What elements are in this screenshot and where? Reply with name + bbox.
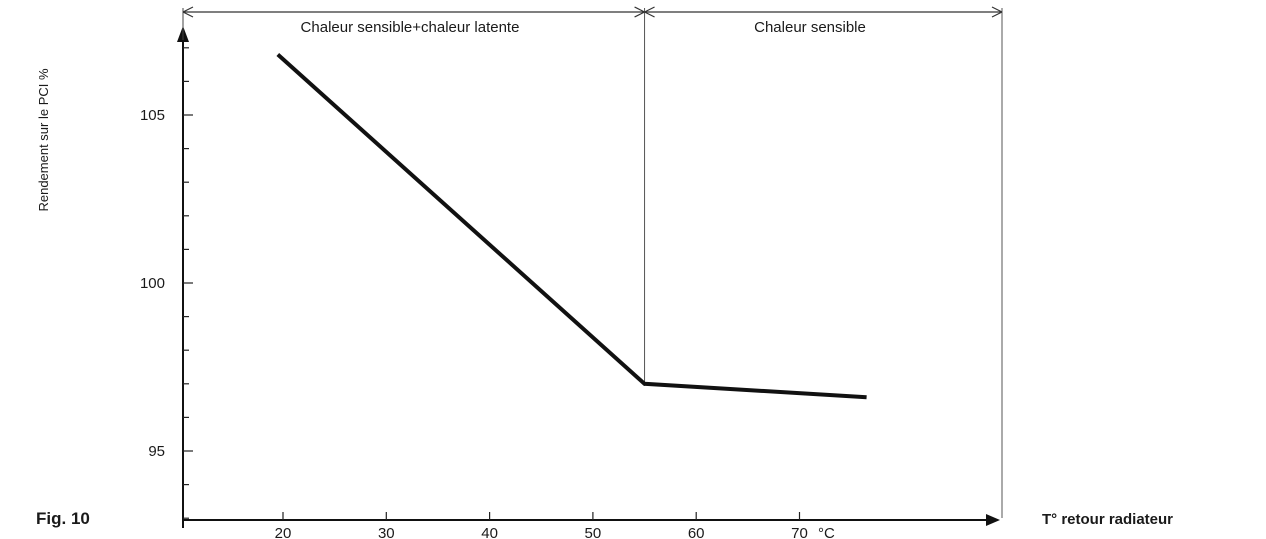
region-label: Chaleur sensible+chaleur latente [301,19,520,36]
region-arrowhead [182,6,194,18]
figure-label: Fig. 10 [36,509,90,528]
efficiency-line [276,53,867,400]
chart-axes [177,26,1000,528]
y-tick-label: 105 [140,107,165,124]
x-axis-arrow [986,514,1000,526]
x-axis-label: T° retour radiateur [1042,511,1173,528]
x-axis-ticks: 20 30 40 50 60 70 [275,512,808,539]
x-tick-label: 20 [275,525,292,539]
x-tick-label: 70 [791,525,808,539]
chart-regions: Chaleur sensible+chaleur latente Chaleur … [182,6,1003,518]
region-arrowhead [991,6,1003,18]
x-tick-label: 40 [481,525,498,539]
y-tick-label: 100 [140,275,165,292]
y-axis-ticks: 95 100 105 [140,47,193,519]
chart-series [276,53,867,400]
region-arrowhead [644,6,655,18]
region-arrowhead [634,6,645,18]
x-tick-label: 50 [585,525,602,539]
region-label: Chaleur sensible [754,19,866,36]
y-axis-label: Rendement sur le PCI % [36,68,51,212]
y-tick-label: 95 [148,443,165,460]
x-axis-unit: °C [818,525,835,539]
x-tick-label: 30 [378,525,395,539]
x-tick-label: 60 [688,525,705,539]
